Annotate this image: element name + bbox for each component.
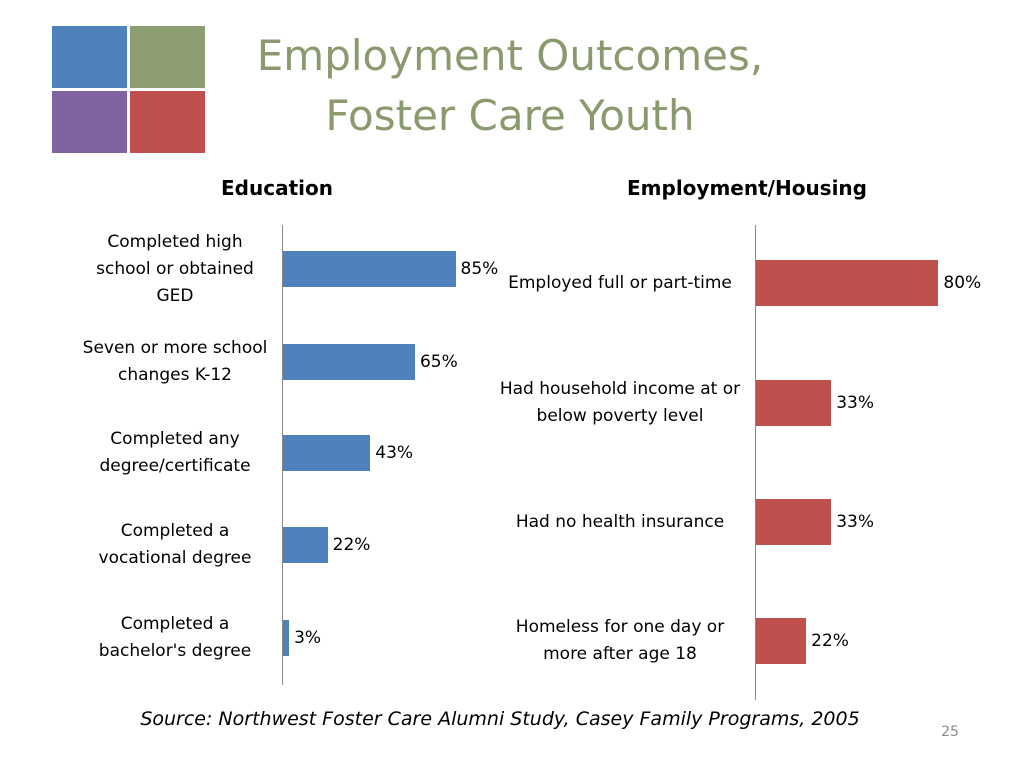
value-label: 80% (943, 273, 982, 293)
deco-square (130, 26, 205, 88)
bar (283, 344, 415, 380)
slide-title: Employment Outcomes, (256, 31, 764, 80)
value-label: 85% (460, 259, 499, 279)
category-label: Had household income at or below poverty… (499, 379, 741, 426)
bar (756, 260, 939, 306)
category-label: Seven or more school changes K-12 (82, 338, 268, 385)
axis-line (755, 225, 756, 700)
slide-title: Foster Care Youth (325, 91, 695, 140)
value-label: 3% (294, 628, 322, 648)
category-label: Homeless for one day or more after age 1… (515, 617, 725, 664)
category-label: Had no health insurance (515, 511, 725, 532)
category-label: Employed full or part-time (508, 272, 732, 293)
deco-square (52, 26, 127, 88)
bar (283, 527, 328, 563)
axis-line (282, 225, 283, 685)
chart-title: Employment/Housing (627, 176, 867, 200)
bar (283, 620, 290, 656)
value-label: 33% (836, 393, 875, 413)
deco-square (52, 91, 127, 153)
bar (756, 618, 807, 664)
bar (283, 251, 456, 287)
page-number: 25 (941, 724, 959, 740)
source: Source: Northwest Foster Care Alumni Stu… (140, 708, 860, 730)
value-label: 65% (419, 352, 458, 372)
bar (283, 435, 371, 471)
value-label: 33% (836, 512, 875, 532)
category-label: Completed a vocational degree (98, 521, 252, 568)
category-label: Completed a bachelor's degree (98, 614, 252, 661)
value-label: 22% (332, 535, 371, 555)
chart-title: Education (221, 176, 333, 200)
bar (756, 499, 832, 545)
bar (756, 380, 832, 426)
category-label: Completed any degree/certificate (99, 429, 251, 476)
value-label: 43% (375, 443, 414, 463)
deco-square (130, 91, 205, 153)
value-label: 22% (811, 631, 849, 651)
category-label: Completed high school or obtained GED (96, 231, 254, 306)
